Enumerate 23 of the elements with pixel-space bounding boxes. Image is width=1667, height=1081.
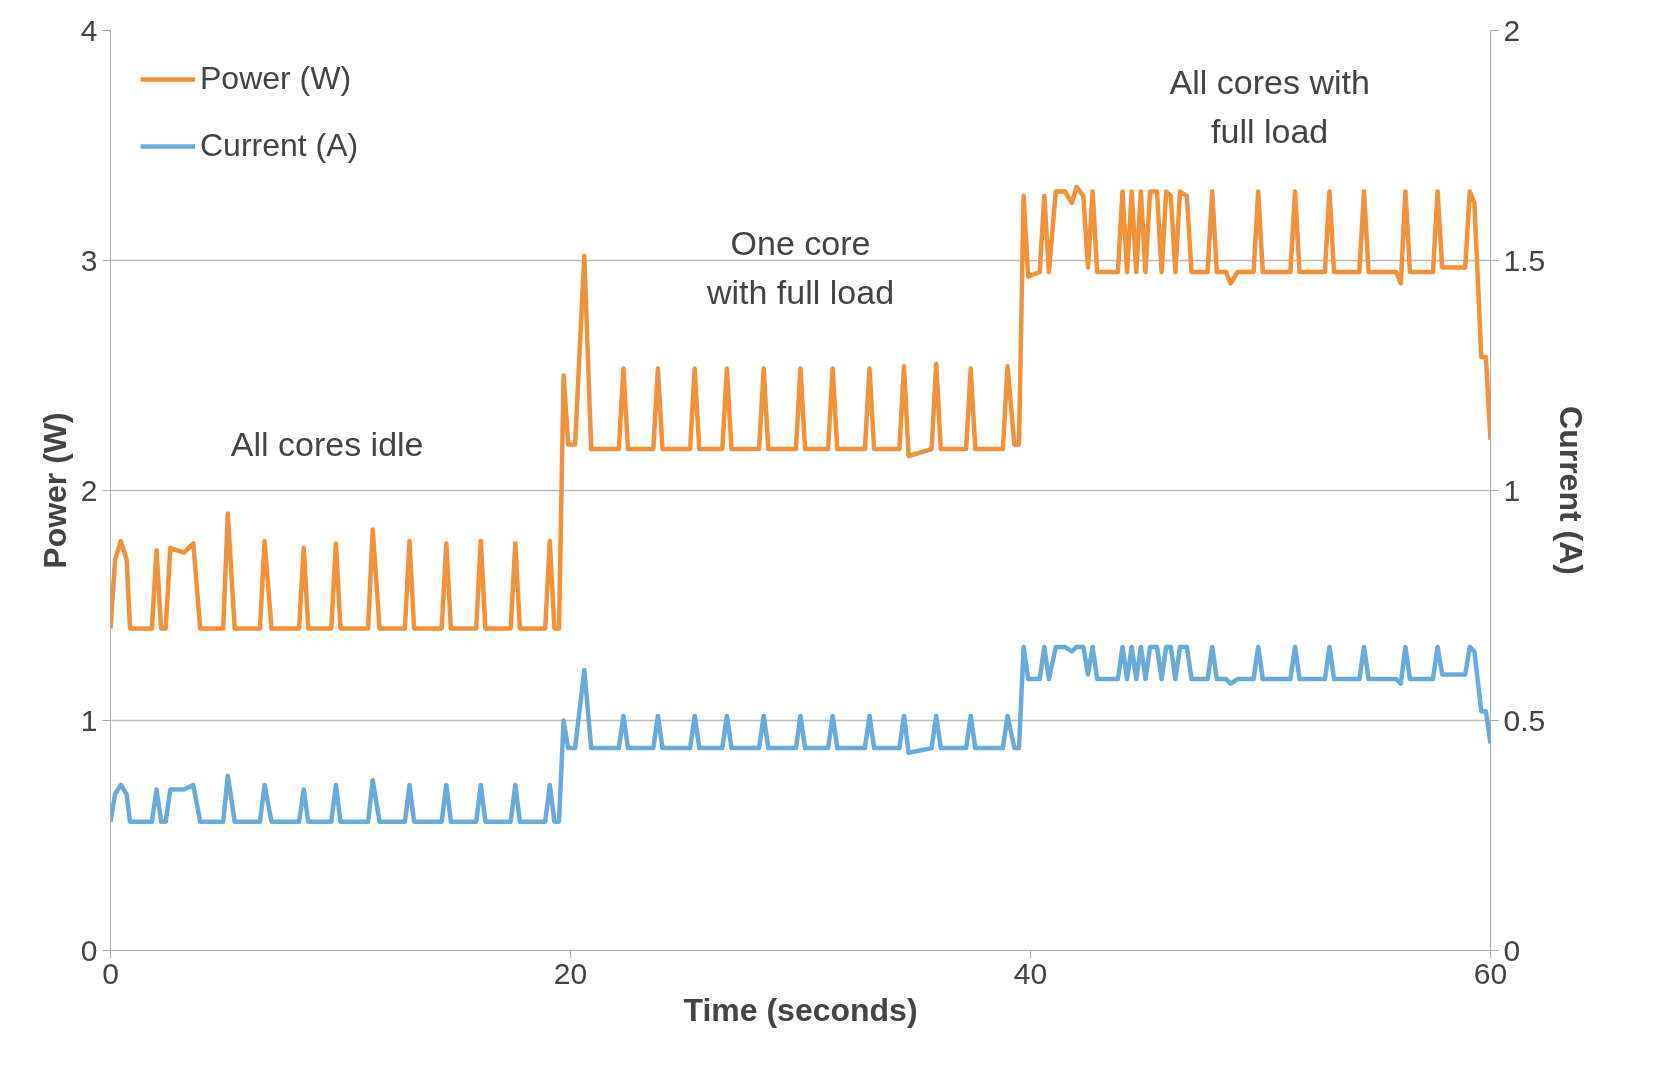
x-tick-label: 40 [1013,956,1048,990]
y2-tick-label: 2 [1503,13,1521,47]
x-tick-label: 0 [102,956,119,990]
annotation: All cores idle [230,424,424,463]
legend-label: Power (W) [200,60,352,97]
y-tick-label: 3 [80,243,98,277]
x-axis-title: Time (seconds) [683,991,918,1028]
y2-tick-label: 1 [1503,473,1521,507]
annotation: All cores with full load [1169,62,1370,151]
legend-label: Current (A) [200,127,359,164]
y-tick-label: 0 [80,933,98,967]
y-axis-title: Power (W) [36,412,73,569]
y-tick-label: 1 [80,703,98,737]
y-tick-label: 4 [80,13,98,47]
annotation: One core with full load [705,223,895,312]
line-series [110,644,1491,824]
y-tick-label: 2 [80,473,98,507]
y2-axis-title: Current (A) [1553,406,1590,575]
x-tick-label: 20 [553,956,588,990]
y2-tick-label: 0 [1503,933,1521,967]
y2-tick-label: 1.5 [1503,243,1546,277]
y2-tick-label: 0.5 [1503,703,1546,737]
line-series [110,184,1491,631]
